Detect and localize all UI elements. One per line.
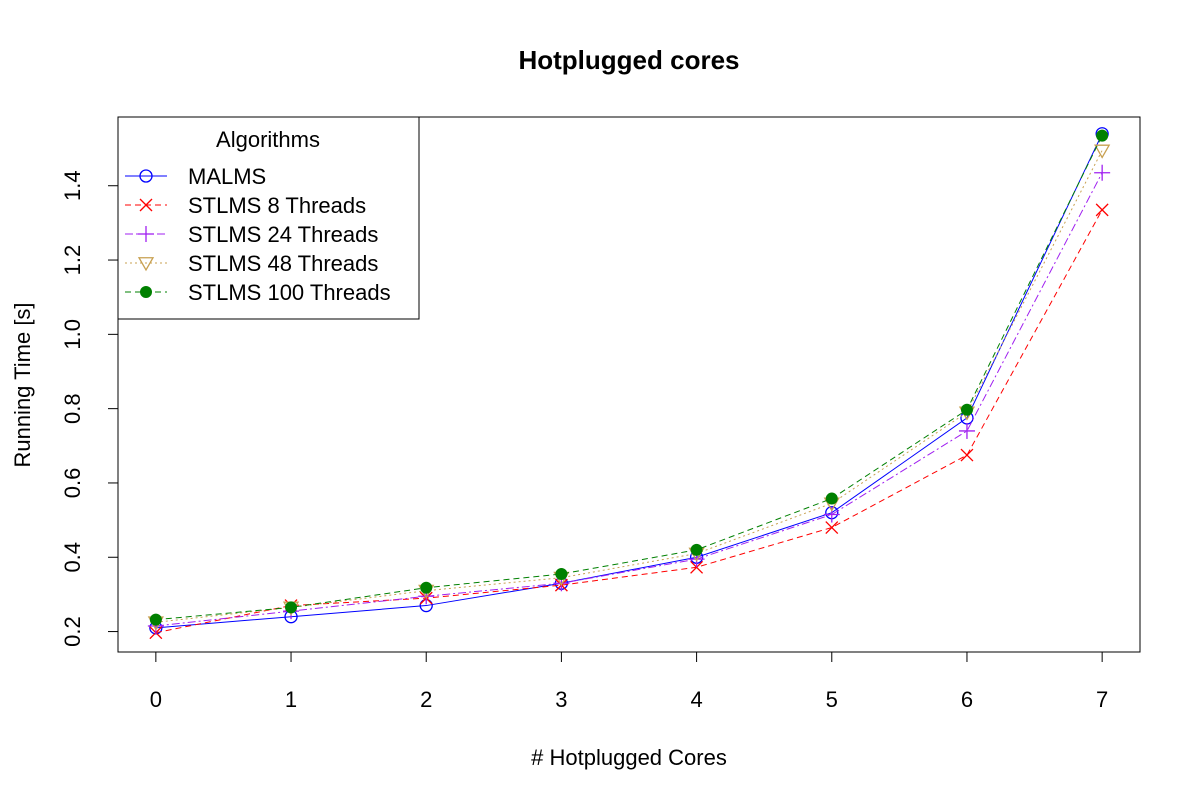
marker-shape — [825, 492, 838, 505]
marker-stroke — [1095, 203, 1109, 217]
legend-label: STLMS 100 Threads — [188, 280, 391, 305]
data-point — [149, 613, 162, 626]
legend-label: STLMS 8 Threads — [188, 193, 366, 218]
marker-stroke — [690, 560, 704, 574]
y-tick-label: 1.2 — [60, 245, 85, 276]
data-point — [690, 543, 703, 556]
y-tick-label: 0.6 — [60, 468, 85, 499]
marker-shape — [555, 567, 568, 580]
data-point — [825, 521, 839, 534]
legend-title: Algorithms — [216, 127, 320, 152]
data-point — [1096, 129, 1109, 142]
chart-title: Hotplugged cores — [518, 45, 739, 75]
x-tick-label: 6 — [961, 687, 973, 712]
x-axis-label: # Hotplugged Cores — [531, 745, 727, 770]
legend-marker — [139, 198, 153, 212]
x-tick-label: 1 — [285, 687, 297, 712]
data-point — [960, 403, 973, 416]
x-axis: 0 1 2 3 4 5 6 7 — [150, 651, 1108, 712]
marker-stroke — [960, 448, 974, 462]
data-point — [960, 448, 974, 462]
legend-label: STLMS 24 Threads — [188, 222, 378, 247]
legend-item-stlms-8-threads: STLMS 8 Threads — [125, 193, 366, 218]
y-tick-label: 0.8 — [60, 393, 85, 424]
series-line — [155, 135, 1103, 621]
marker-shape — [1094, 144, 1111, 159]
marker-shape — [1096, 129, 1109, 142]
y-tick-label: 0.4 — [60, 542, 85, 573]
data-point — [420, 581, 433, 594]
data-point — [958, 422, 975, 439]
data-point — [285, 601, 298, 614]
x-tick-label: 4 — [690, 687, 702, 712]
marker-shape — [960, 403, 973, 416]
legend-item-stlms-48-threads: STLMS 48 Threads — [125, 251, 378, 276]
y-tick-label: 0.2 — [60, 616, 85, 647]
y-tick-label: 1.0 — [60, 319, 85, 350]
series-line — [155, 172, 1103, 627]
marker-shape — [285, 601, 298, 614]
marker-shape — [690, 543, 703, 556]
marker-shape — [139, 169, 153, 183]
legend-label: MALMS — [188, 164, 266, 189]
data-point — [1094, 164, 1111, 181]
legend-item-malms: MALMS — [125, 164, 266, 189]
legend: Algorithms MALMS STLMS 8 Threads STLMS 24 … — [117, 116, 420, 320]
marker-stroke — [825, 521, 839, 534]
y-tick-label: 1.4 — [60, 170, 85, 201]
legend-marker — [137, 257, 155, 272]
series-line — [155, 209, 1103, 634]
y-axis-label: Running Time [s] — [10, 302, 35, 467]
legend-marker — [140, 286, 152, 298]
x-tick-label: 2 — [420, 687, 432, 712]
legend-marker — [138, 226, 154, 242]
data-point — [555, 567, 568, 580]
marker-shape — [137, 257, 155, 272]
marker-stroke — [139, 198, 153, 212]
x-tick-label: 0 — [150, 687, 162, 712]
series-stlms-100-threads — [149, 129, 1109, 626]
legend-marker — [139, 169, 153, 183]
legend-item-stlms-24-threads: STLMS 24 Threads — [125, 222, 378, 247]
x-tick-label: 7 — [1096, 687, 1108, 712]
data-point — [825, 492, 838, 505]
series-line — [155, 133, 1103, 629]
y-axis: 0.2 0.4 0.6 0.8 1.0 1.2 1.4 — [60, 170, 119, 647]
legend-item-stlms-100-threads: STLMS 100 Threads — [125, 280, 391, 305]
marker-shape — [420, 581, 433, 594]
marker-shape — [149, 613, 162, 626]
marker-shape — [140, 286, 152, 298]
legend-box — [117, 116, 420, 320]
series-line — [155, 150, 1103, 623]
series-layer — [147, 127, 1111, 640]
x-tick-label: 3 — [555, 687, 567, 712]
data-point — [1094, 144, 1111, 159]
x-tick-label: 5 — [826, 687, 838, 712]
data-point — [690, 560, 704, 574]
data-point — [1095, 203, 1109, 217]
legend-label: STLMS 48 Threads — [188, 251, 378, 276]
